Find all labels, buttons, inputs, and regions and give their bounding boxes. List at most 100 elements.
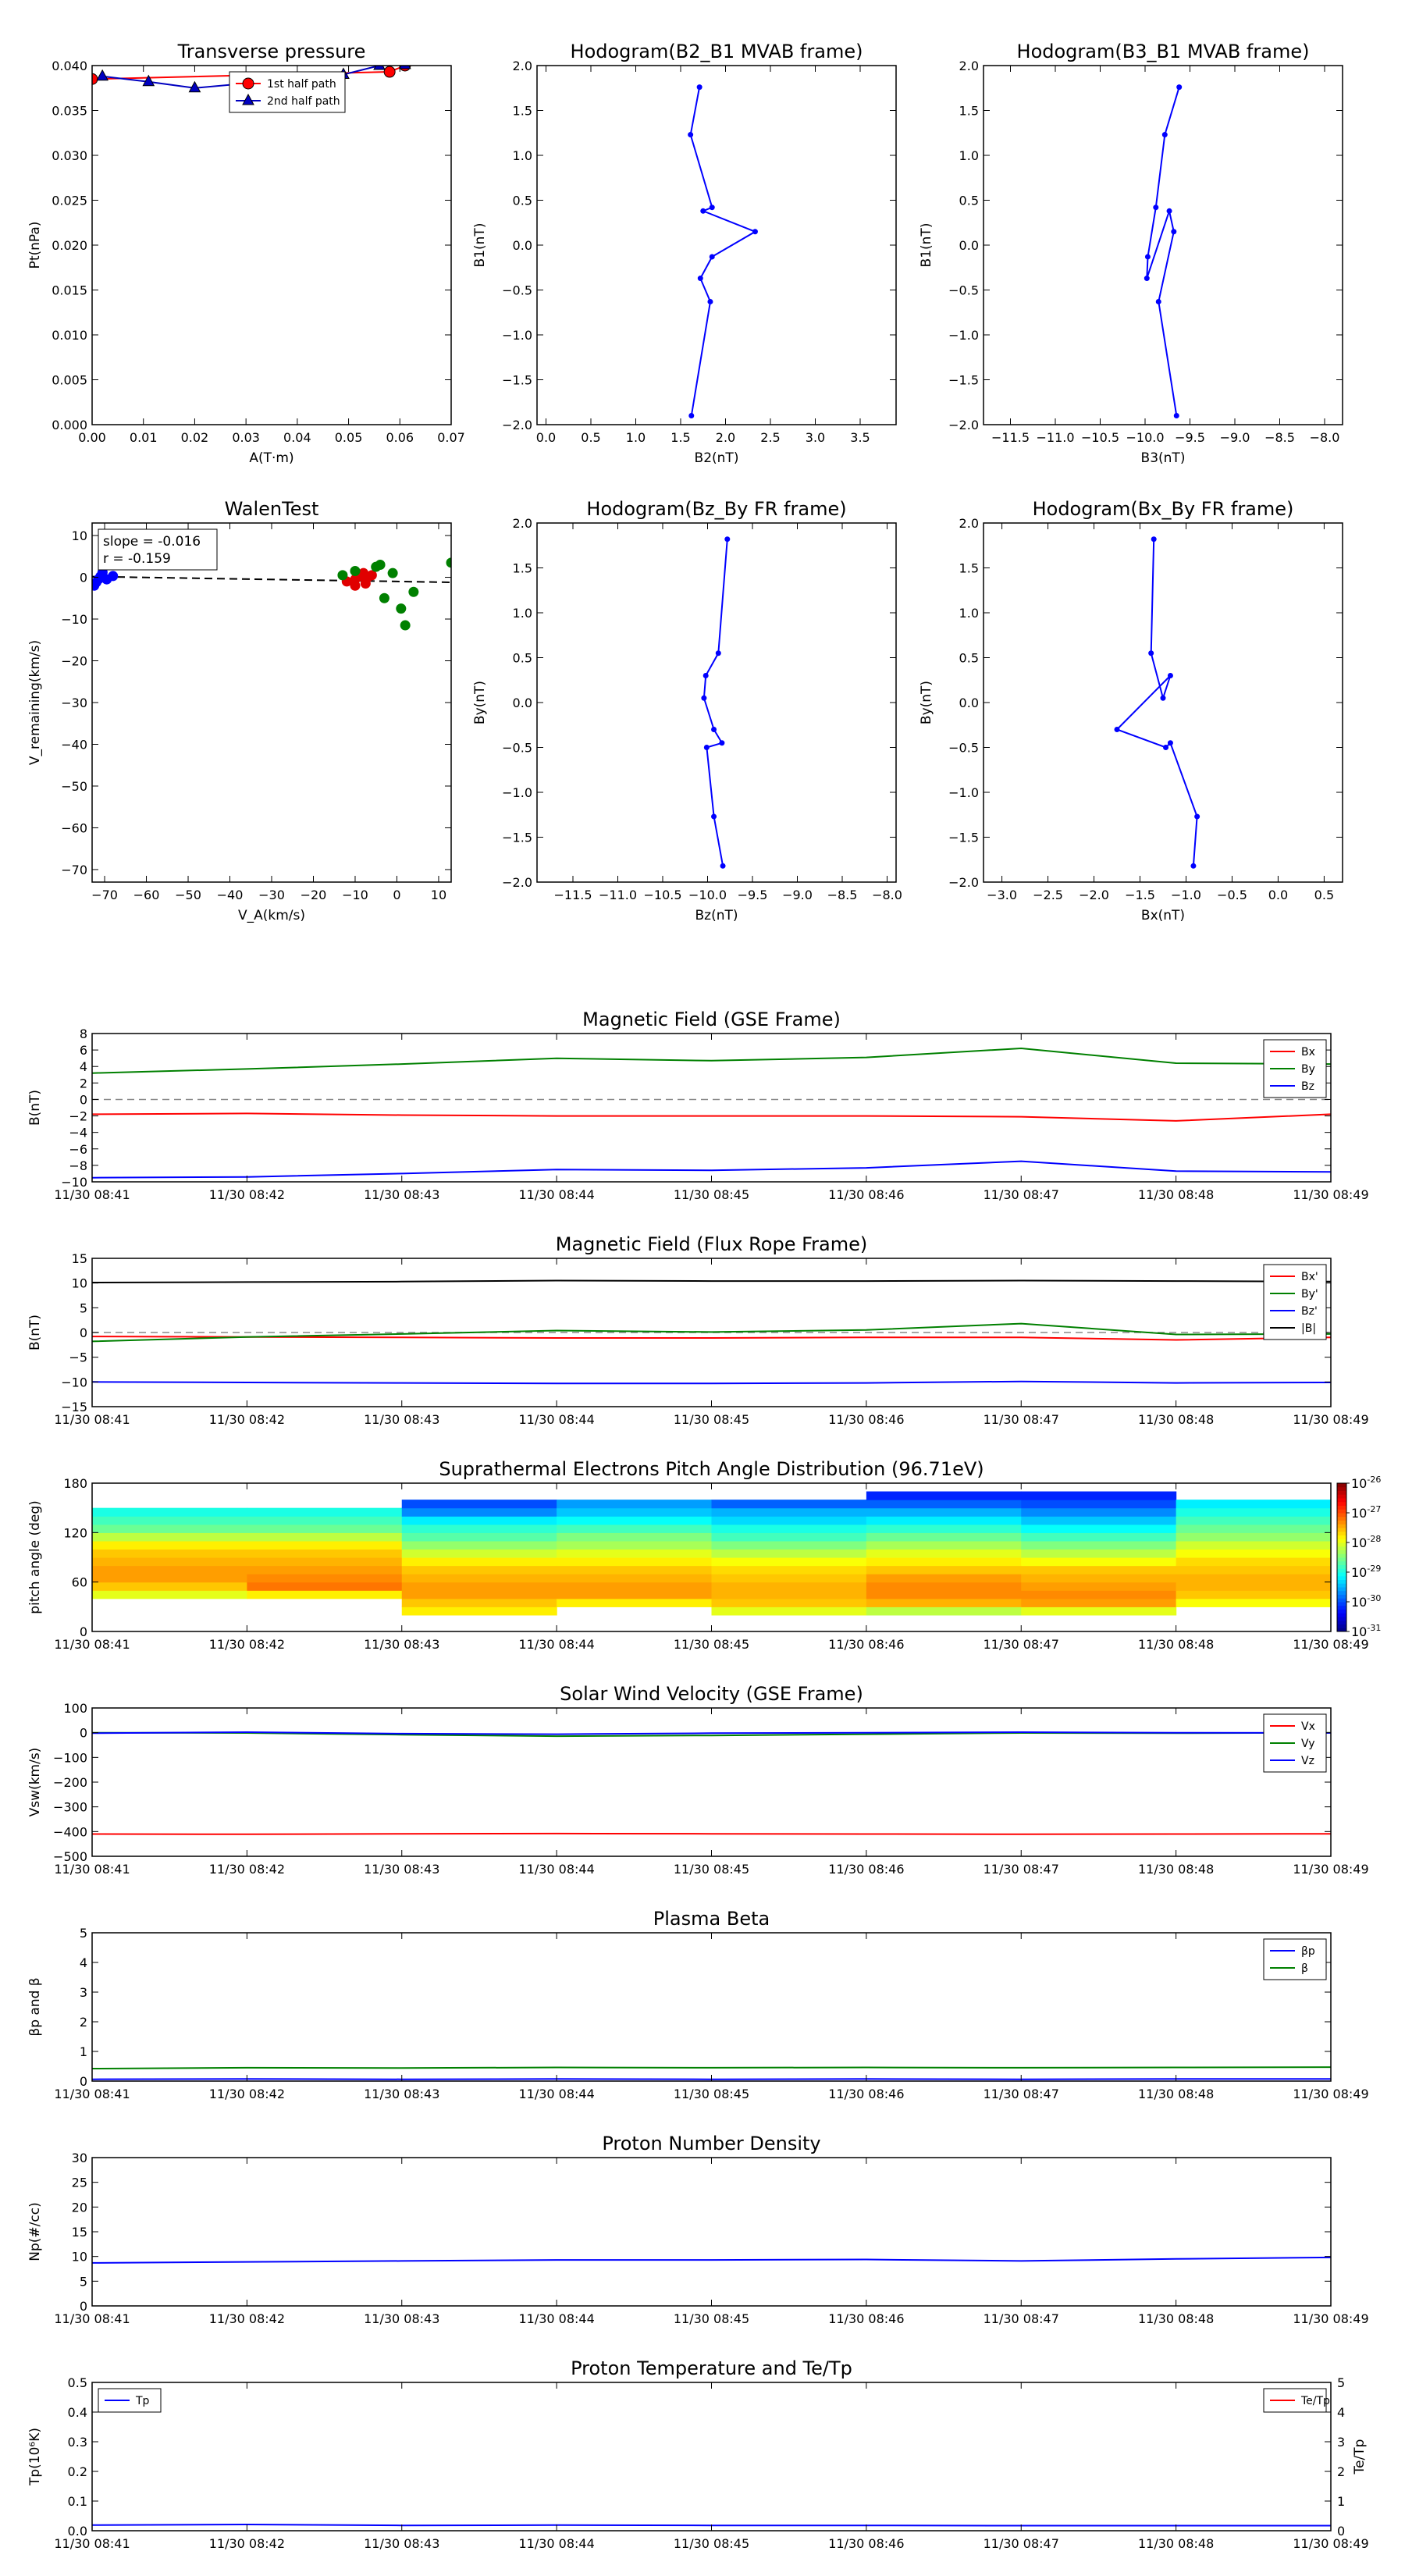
colorbar-segment: [1337, 1520, 1346, 1525]
y-tick-label: −50: [61, 779, 87, 794]
x-tick-label: 0.05: [335, 430, 363, 445]
y-tick-label: −1.5: [948, 373, 979, 388]
x-axis-label: B3(nT): [1141, 450, 1186, 466]
x-tick-label: 0.5: [581, 430, 600, 445]
x-tick-label: 0.04: [283, 430, 311, 445]
data-point: [697, 276, 703, 282]
chart-title: Transverse pressure: [177, 41, 366, 62]
x-axis-label: Bz(nT): [695, 908, 738, 923]
y-tick-label: −10: [61, 612, 87, 627]
y-tick-label: 1.0: [959, 148, 979, 163]
x-tick-label: 0.06: [386, 430, 414, 445]
x-tick-label: 1.0: [626, 430, 646, 445]
y-tick-label: −1.5: [502, 831, 532, 845]
x-tick-label: −20: [301, 888, 327, 902]
heatmap-cell: [1021, 1524, 1177, 1533]
time-tick-label: 11/30 08:41: [54, 2311, 130, 2326]
y-tick-label: 0: [80, 1092, 87, 1107]
y-axis-label: βp and β: [27, 1977, 43, 2036]
plot-frame: [983, 522, 1343, 883]
heatmap-cell: [866, 1582, 1022, 1591]
y-tick-label: −1.0: [948, 785, 979, 800]
plot-frame: [91, 2382, 1332, 2532]
y-tick-label: 0.2: [68, 2464, 87, 2479]
y-tick-label: 10: [72, 2250, 87, 2265]
heatmap-cell: [92, 1574, 247, 1583]
time-tick-label: 11/30 08:46: [828, 1637, 904, 1652]
y-axis-label: V_remaining(km/s): [27, 640, 43, 765]
y-tick-label: −1.5: [502, 373, 532, 388]
colorbar-segment: [1337, 1505, 1346, 1510]
heatmap-cell: [1176, 1590, 1331, 1599]
y-tick-label: −2.0: [502, 875, 532, 890]
time-tick-label: 11/30 08:47: [984, 2087, 1059, 2101]
y-tick-label: −10: [61, 1375, 87, 1389]
time-tick-label: 11/30 08:41: [54, 1862, 130, 1877]
chart-title: Suprathermal Electrons Pitch Angle Distr…: [439, 1458, 984, 1480]
time-tick-label: 11/30 08:43: [364, 1637, 439, 1652]
data-point: [373, 66, 386, 70]
colorbar-segment: [1337, 1516, 1346, 1521]
y-tick-label: −60: [61, 820, 87, 835]
time-tick-label: 11/30 08:48: [1138, 1637, 1214, 1652]
y-tick-label: 100: [63, 1701, 87, 1716]
y2-tick-label: 5: [1337, 2375, 1345, 2390]
time-tick-label: 11/30 08:43: [364, 1187, 439, 1202]
heatmap-cell: [1021, 1606, 1177, 1616]
heatmap-cell: [866, 1500, 1022, 1509]
time-tick-label: 11/30 08:41: [54, 2087, 130, 2101]
y-tick-label: 0.015: [52, 283, 87, 298]
y-tick-label: 2.0: [513, 59, 532, 73]
x-tick-label: −3.0: [987, 888, 1017, 902]
y-tick-label: 2: [80, 1076, 87, 1091]
x-axis-label: A(T·m): [249, 450, 293, 466]
y-tick-label: 0.5: [959, 194, 979, 208]
series-line-Bx: [92, 1112, 1331, 1122]
colorbar-segment: [1337, 1575, 1346, 1580]
legend-label: |B|: [1301, 1322, 1316, 1335]
y-tick-label: 0: [80, 2074, 87, 2089]
time-tick-label: 11/30 08:48: [1138, 1412, 1214, 1427]
heatmap-cell: [1176, 1598, 1331, 1607]
time-tick-label: 11/30 08:46: [828, 2536, 904, 2551]
y-tick-label: −2.0: [502, 418, 532, 432]
heatmap-cell: [1176, 1557, 1331, 1567]
time-tick-label: 11/30 08:43: [364, 1412, 439, 1427]
y-tick-label: −300: [53, 1800, 87, 1815]
y-tick-label: 10: [72, 1276, 87, 1291]
chart-title: Hodogram(B3_B1 MVAB frame): [1017, 41, 1310, 62]
heatmap-cell: [1176, 1549, 1331, 1558]
x-tick-label: −30: [258, 888, 285, 902]
y-tick-label: −15: [61, 1400, 87, 1414]
y2-axis-label: Te/Tp: [1352, 2439, 1368, 2475]
x-tick-label: 0.00: [78, 430, 106, 445]
x-tick-label: 10: [431, 888, 446, 902]
y-tick-label: −10: [61, 1175, 87, 1190]
heatmap-cell: [401, 1557, 557, 1567]
y2-tick-label: 1: [1337, 2494, 1345, 2509]
time-tick-label: 11/30 08:48: [1138, 2536, 1214, 2551]
heatmap-cell: [92, 1540, 247, 1550]
time-tick-label: 11/30 08:42: [209, 2536, 285, 2551]
heatmap-cell: [247, 1582, 403, 1591]
heatmap-cell: [401, 1565, 557, 1574]
colorbar-label: 10-26: [1351, 1475, 1381, 1491]
y-tick-label: 4: [80, 1059, 87, 1074]
x-tick-label: −10.0: [1126, 430, 1164, 445]
plot-area: [92, 1491, 1331, 1616]
legend-label: Tp: [135, 2395, 150, 2407]
chart-walen: WalenTest −70 −60 −50 −40 −30 −20 −10 0 10 −70 −60 −…: [27, 498, 452, 923]
heatmap-cell: [557, 1557, 713, 1567]
y-tick-label: −0.5: [502, 283, 532, 298]
y-tick-label: −0.5: [948, 741, 979, 756]
data-point: [96, 69, 108, 81]
y-tick-label: 0.4: [68, 2405, 87, 2420]
heatmap-cell: [711, 1507, 867, 1517]
x-tick-label: 0: [393, 888, 400, 902]
data-point: [1167, 673, 1173, 678]
data-point: [1166, 208, 1172, 214]
chart-title: Proton Temperature and Te/Tp: [571, 2357, 852, 2379]
data-point: [387, 568, 398, 578]
heatmap-cell: [711, 1549, 867, 1558]
colorbar-segment: [1337, 1579, 1346, 1584]
